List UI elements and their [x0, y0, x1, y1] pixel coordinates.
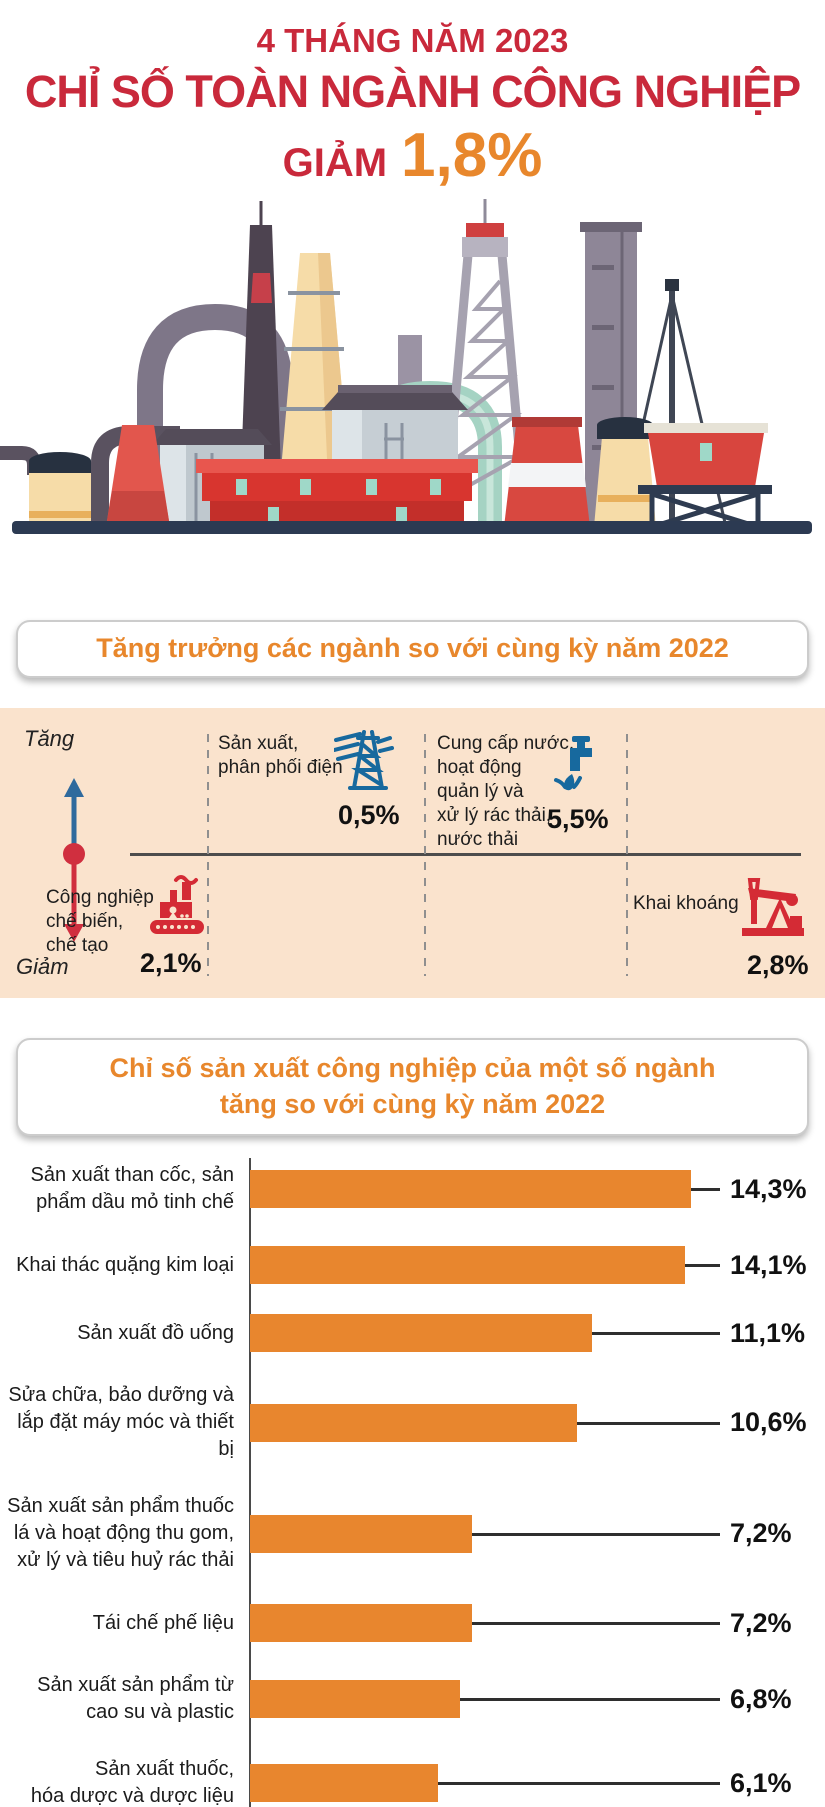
sector-label-electricity: Sản xuất, phân phối điện: [218, 733, 343, 778]
dashed-divider: [207, 734, 209, 976]
bar-row: Sản xuất sản phẩm thuốc lá và hoạt động …: [0, 1493, 825, 1574]
bar-connector-line: [691, 1188, 720, 1191]
bar-row: Sản xuất sản phẩm từ cao su và plastic 6…: [0, 1672, 825, 1726]
bar-label: Sản xuất thuốc, hóa dược và dược liệu: [30, 1758, 234, 1807]
bar-row: Sản xuất thuốc, hóa dược và dược liệu 6,…: [0, 1756, 825, 1807]
bar-row: Sản xuất đồ uống 11,1%: [0, 1314, 825, 1352]
bar-connector-line: [472, 1532, 720, 1536]
dashed-divider: [626, 734, 628, 976]
bar-connector-line: [685, 1264, 720, 1267]
oil-pump-icon: [742, 878, 804, 936]
bar-label: Tái chế phế liệu: [92, 1611, 234, 1634]
bar-label: Sản xuất đồ uống: [77, 1321, 234, 1344]
bar: [250, 1680, 460, 1718]
bar-value: 11,1%: [730, 1317, 806, 1348]
dashed-divider: [424, 734, 426, 976]
water-tap-icon: [554, 736, 592, 791]
bar: [250, 1604, 472, 1642]
ground-line: [12, 521, 812, 534]
section2-title-line1: Chỉ số sản xuất công nghiệp của một số n…: [109, 1053, 716, 1083]
section2-title-line2: tăng so với cùng kỳ năm 2022: [219, 1089, 606, 1119]
section1-header: Tăng trưởng các ngành so với cùng kỳ năm…: [16, 620, 809, 678]
sector-label-manufacturing: Công nghiệp chế biến, chế tạo: [46, 887, 154, 956]
bar: [250, 1403, 577, 1442]
growth-panel: Tăng Giảm Sản xuất, phân phối điện 0,5%: [0, 708, 825, 998]
change-value: 1,8%: [401, 121, 543, 190]
chart-axis-line: [249, 1158, 251, 1807]
bar-value: 14,1%: [730, 1249, 807, 1280]
header: 4 THÁNG NĂM 2023 CHỈ SỐ TOÀN NGÀNH CÔNG …: [0, 0, 825, 191]
bar-row: Sửa chữa, bảo dưỡng và lắp đặt máy móc v…: [0, 1382, 825, 1463]
sector-value-manufacturing: 2,1%: [140, 948, 202, 978]
factory-illustration: [0, 199, 812, 534]
factory-icon: [150, 875, 204, 934]
bar-value: 6,1%: [730, 1767, 792, 1798]
bar-label: Sản xuất sản phẩm thuốc lá và hoạt động …: [7, 1495, 234, 1571]
section1-title: Tăng trưởng các ngành so với cùng kỳ năm…: [96, 633, 729, 663]
bar-row: Khai thác quặng kim loại 14,1%: [0, 1246, 825, 1284]
bar-connector-line: [438, 1782, 720, 1785]
sector-label-water: Cung cấp nước, hoạt động quản lý và xử l…: [437, 733, 575, 850]
bar-label: Sản xuất than cốc, sản phẩm dầu mỏ tinh …: [30, 1164, 234, 1213]
main-title: CHỈ SỐ TOÀN NGÀNH CÔNG NGHIỆP: [24, 66, 801, 117]
bar-value: 14,3%: [730, 1173, 807, 1204]
sector-value-electricity: 0,5%: [338, 800, 400, 830]
bar: [250, 1246, 685, 1284]
bar-chart: Sản xuất than cốc, sản phẩm dầu mỏ tinh …: [0, 1158, 825, 1807]
bar-value: 7,2%: [730, 1518, 792, 1548]
sector-value-water: 5,5%: [547, 804, 609, 834]
bar: [250, 1514, 472, 1553]
bar-connector-line: [577, 1421, 720, 1425]
axis-up-label: Tăng: [24, 726, 75, 751]
bar-value: 7,2%: [730, 1607, 792, 1638]
bar-label: Sản xuất sản phẩm từ cao su và plastic: [37, 1674, 234, 1723]
section2-header: Chỉ số sản xuất công nghiệp của một số n…: [16, 1038, 809, 1136]
bar-connector-line: [592, 1332, 720, 1335]
change-line: GIẢM 1,8%: [0, 120, 825, 191]
axis-baseline: [130, 853, 801, 856]
axis-down-label: Giảm: [16, 954, 69, 979]
bar-value: 10,6%: [730, 1407, 807, 1437]
bar-connector-line: [460, 1698, 720, 1701]
bar-row: Sản xuất than cốc, sản phẩm dầu mỏ tinh …: [0, 1162, 825, 1216]
period-title: 4 THÁNG NĂM 2023: [256, 22, 569, 59]
bar-label: Khai thác quặng kim loại: [16, 1253, 234, 1276]
bar: [250, 1170, 691, 1208]
updown-axis-icon: [63, 778, 85, 942]
bar-row: Tái chế phế liệu 7,2%: [0, 1604, 825, 1642]
sector-value-mining: 2,8%: [747, 950, 809, 980]
sector-label-mining: Khai khoáng: [633, 893, 739, 914]
power-pylon-icon: [334, 730, 394, 790]
bar: [250, 1764, 438, 1802]
bar-connector-line: [472, 1622, 720, 1625]
change-label: GIẢM: [282, 141, 388, 185]
bar: [250, 1314, 592, 1352]
bar-label: Sửa chữa, bảo dưỡng và lắp đặt máy móc v…: [8, 1384, 234, 1460]
bar-value: 6,8%: [730, 1683, 792, 1714]
